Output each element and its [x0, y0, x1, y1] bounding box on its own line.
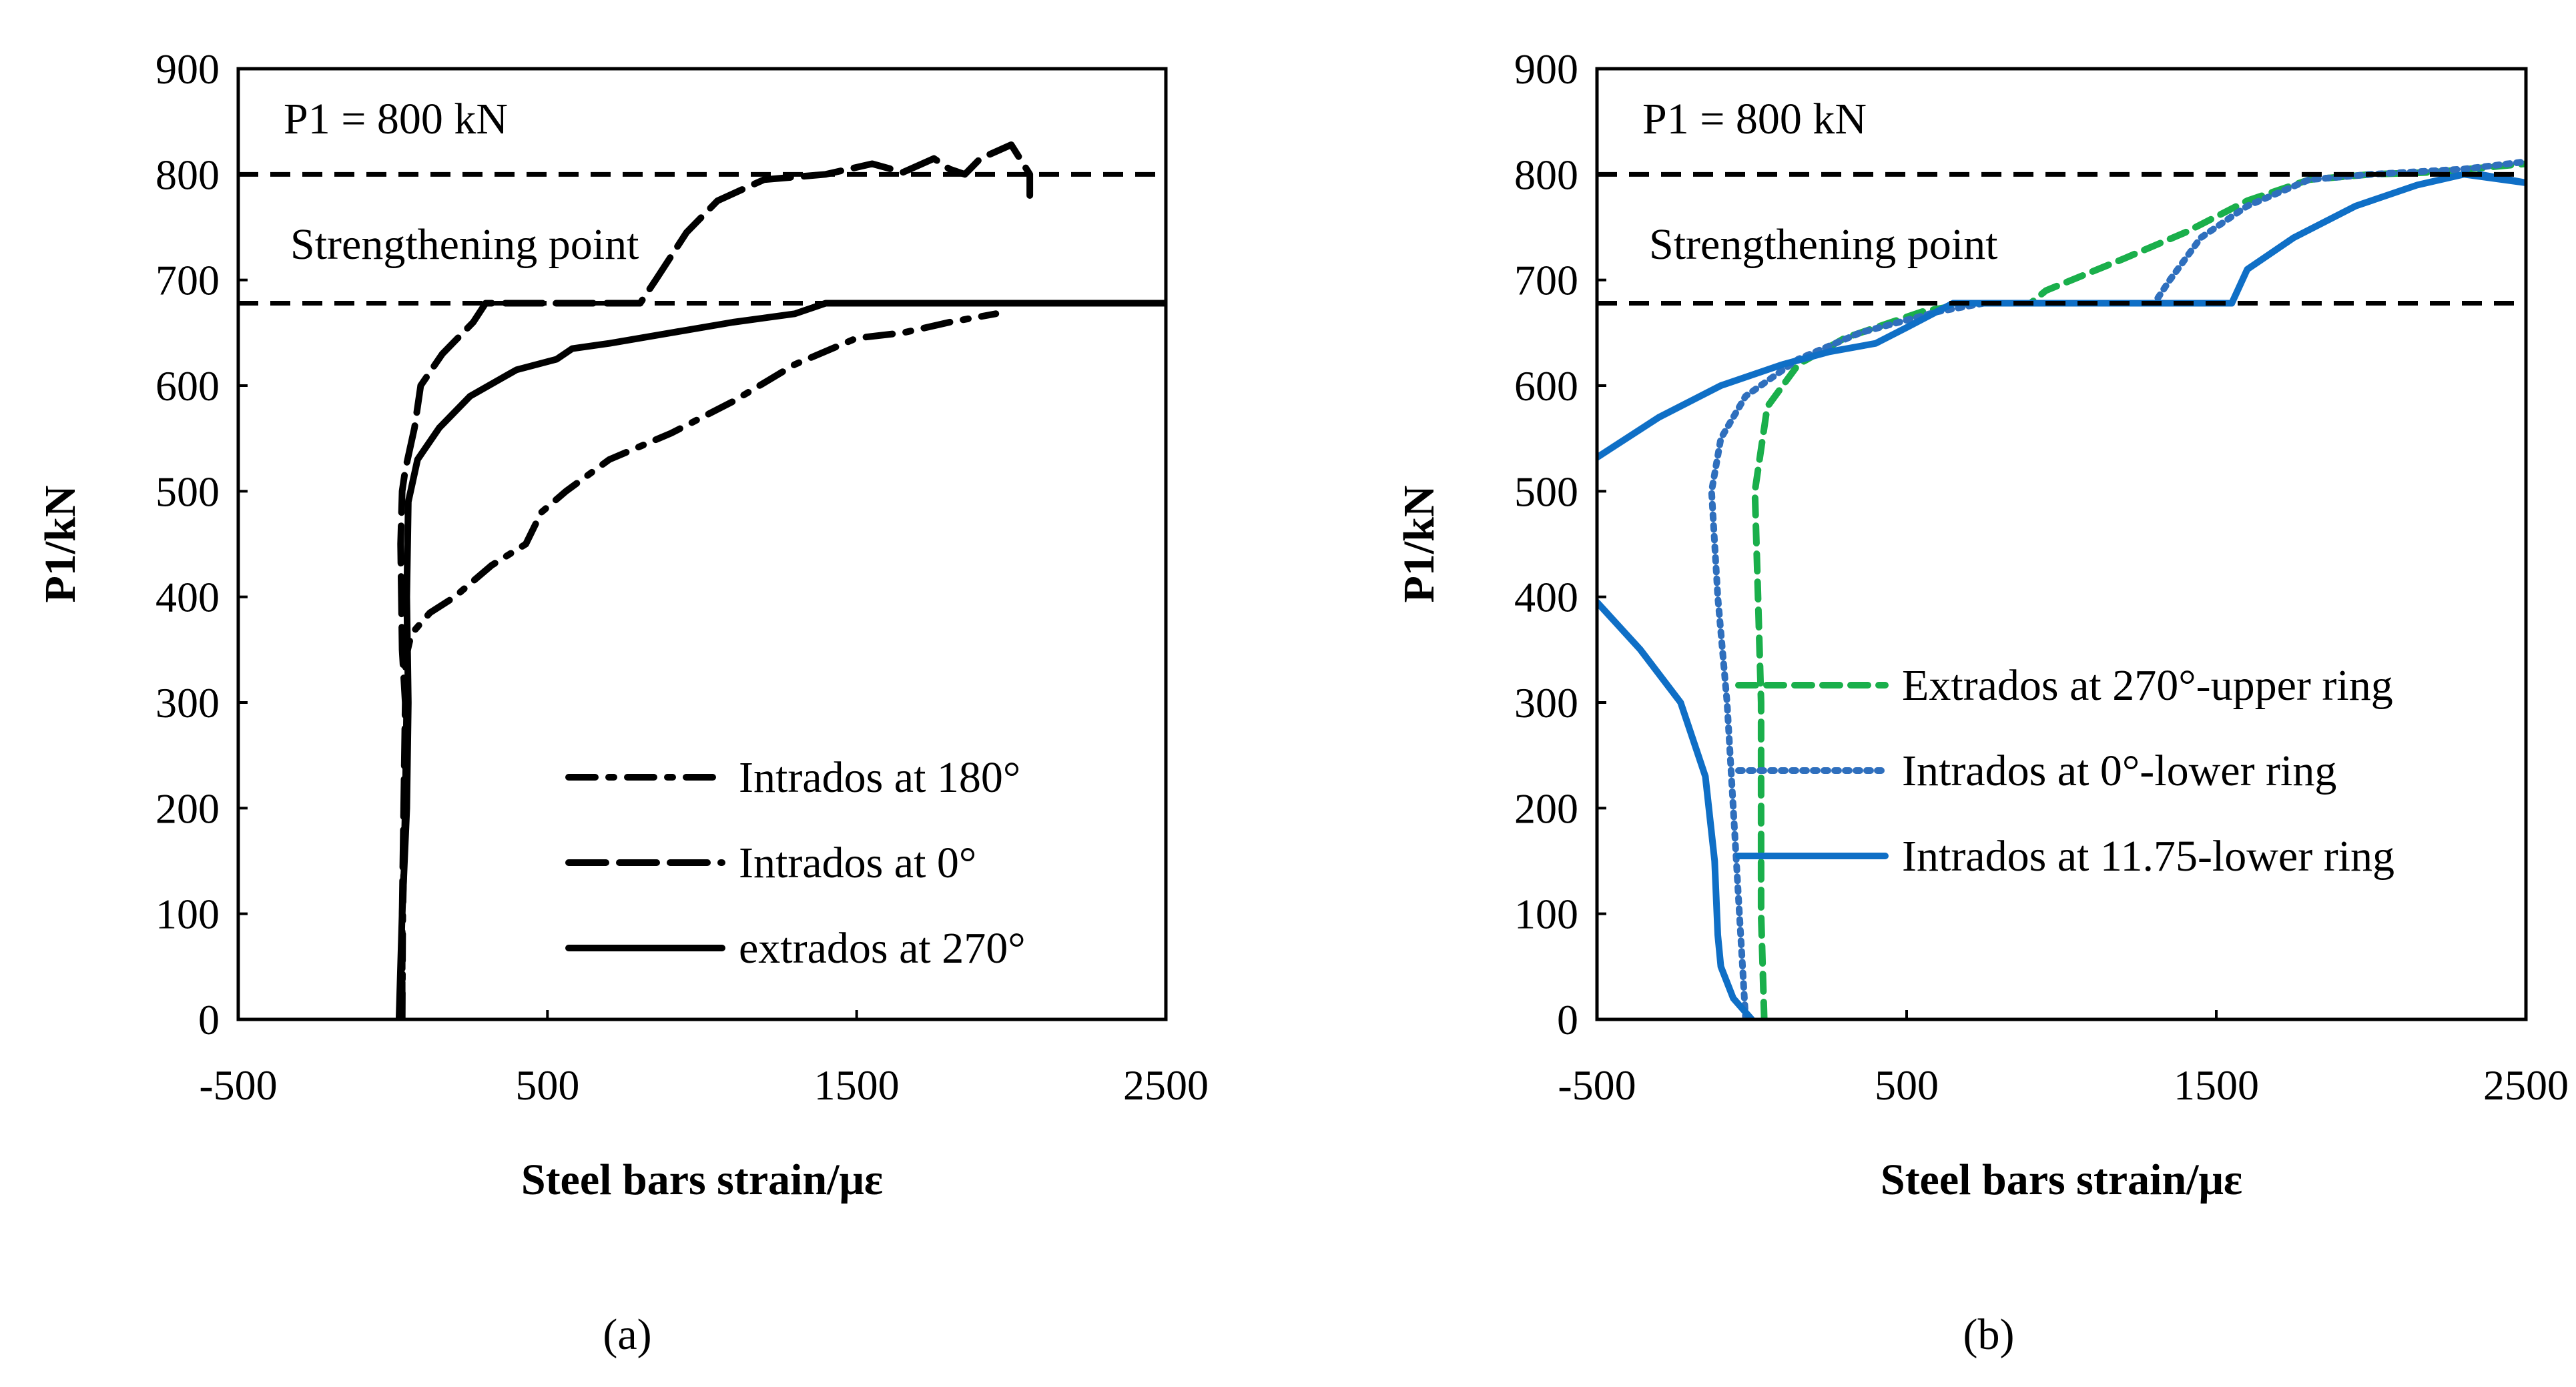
y-tick-label: 600: [155, 362, 220, 410]
y-tick-label: 400: [155, 574, 220, 621]
y-tick-label: 800: [1514, 151, 1578, 198]
x-tick-label: 1500: [814, 1061, 900, 1109]
series-line-intrados-at-11-75-lower-ring-low-branch: [1597, 598, 1755, 1019]
y-tick-label: 900: [155, 45, 220, 93]
x-tick-label: -500: [1558, 1061, 1636, 1109]
legend: Intrados at 180° Intrados at 0° extrados a…: [565, 753, 1026, 973]
series-layer: [1597, 158, 2526, 1019]
series-line-extrados-at-270-upper-ring: [1751, 160, 2526, 1019]
y-tick-label: 0: [198, 996, 220, 1043]
annotation-strengthening-point: Strengthening point: [1649, 220, 1997, 269]
series-line-intrados-at-180: [398, 310, 1000, 1019]
series-layer: [395, 141, 1166, 1019]
legend-label: extrados at 270°: [739, 924, 1026, 973]
x-tick-label: 2500: [1123, 1061, 1209, 1109]
x-tick-label: -500: [199, 1061, 277, 1109]
y-tick-label: 800: [155, 151, 220, 198]
annotation-p1: P1 = 800 kN: [284, 95, 508, 143]
y-tick-label: 200: [1514, 785, 1578, 832]
x-tick-labels: -500 500 1500 2500: [199, 1010, 1209, 1109]
y-tick-label: 0: [1557, 996, 1578, 1043]
chart-panel-b: 0 100 200 300 400 500 600 700 800 900 -500 500 1500…: [1395, 45, 2569, 1359]
y-axis-label: P1/kN: [1395, 485, 1443, 602]
x-tick-label: 500: [515, 1061, 579, 1109]
x-tick-label: 2500: [2483, 1061, 2569, 1109]
panel-caption-b: (b): [1963, 1310, 2015, 1359]
panel-caption-a: (a): [603, 1310, 651, 1359]
x-axis-label: Steel bars strain/με: [521, 1155, 883, 1204]
legend-label: Intrados at 180°: [739, 753, 1020, 802]
series-line-extrados-at-270: [395, 300, 1166, 1019]
y-tick-label: 600: [1514, 362, 1578, 410]
x-tick-label: 500: [1875, 1061, 1939, 1109]
y-tick-label: 500: [155, 468, 220, 515]
annotation-p1: P1 = 800 kN: [1642, 95, 1867, 143]
plot-frame: [236, 67, 1168, 1021]
x-tick-labels: -500 500 1500 2500: [1558, 1010, 2569, 1109]
y-tick-label: 700: [155, 257, 220, 304]
y-tick-label: 400: [1514, 574, 1578, 621]
y-tick-label: 300: [1514, 679, 1578, 727]
y-tick-label: 100: [1514, 891, 1578, 938]
y-tick-label: 700: [1514, 257, 1578, 304]
plot-frame: [1595, 67, 2528, 1021]
y-tick-labels: 0 100 200 300 400 500 600 700 800 900: [1514, 45, 1606, 1043]
y-tick-label: 500: [1514, 468, 1578, 515]
legend-label: Extrados at 270°-upper ring: [1902, 661, 2393, 710]
y-tick-labels: 0 100 200 300 400 500 600 700 800 900: [155, 45, 248, 1043]
legend: Extrados at 270°-upper ring Intrados at 0…: [1735, 661, 2394, 881]
chart-panel-a: 0 100 200 300 400 500 600 700 800 900 -500 500 1500…: [36, 45, 1209, 1359]
legend-label: Intrados at 11.75-lower ring: [1902, 832, 2394, 881]
legend-label: Intrados at 0°: [739, 839, 976, 887]
x-axis-label: Steel bars strain/με: [1881, 1155, 2242, 1204]
series-line-intrados-at-0: [397, 141, 1034, 1019]
y-tick-label: 900: [1514, 45, 1578, 93]
annotation-strengthening-point: Strengthening point: [290, 220, 639, 269]
y-tick-label: 300: [155, 679, 220, 727]
series-line-intrados-at-0-lower-ring: [1708, 158, 2526, 1019]
x-tick-label: 1500: [2174, 1061, 2259, 1109]
y-axis-label: P1/kN: [36, 485, 85, 602]
y-tick-label: 200: [155, 785, 220, 832]
legend-label: Intrados at 0°-lower ring: [1902, 747, 2336, 795]
y-tick-label: 100: [155, 891, 220, 938]
